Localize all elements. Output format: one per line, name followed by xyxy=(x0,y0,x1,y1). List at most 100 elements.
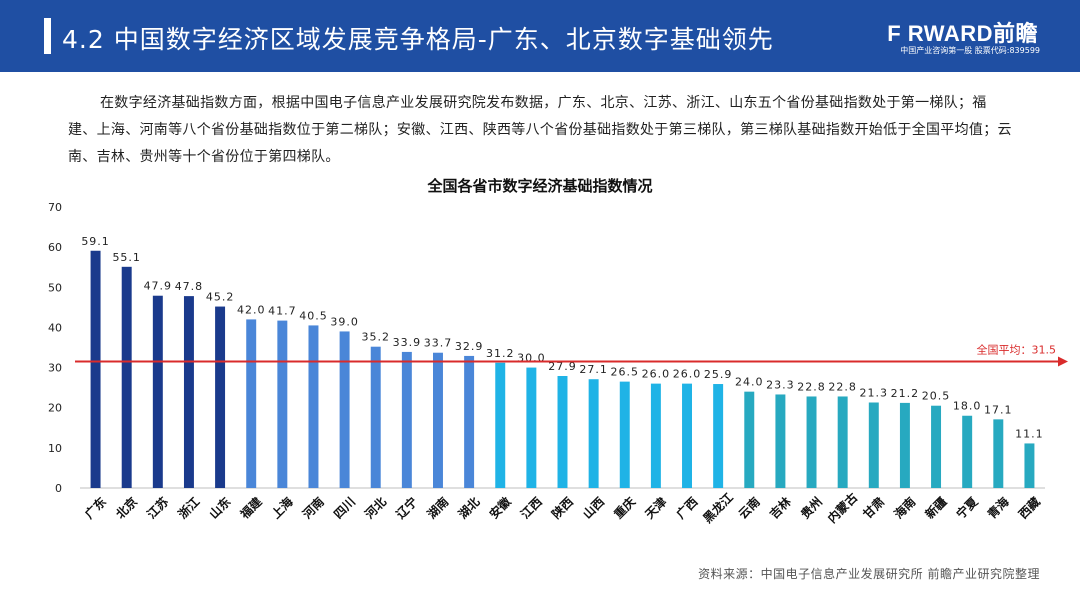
y-tick-label: 10 xyxy=(48,442,62,455)
page-title: 4.2 中国数字经济区域发展竞争格局-广东、北京数字基础领先 xyxy=(62,25,774,54)
x-tick-label: 天津 xyxy=(642,494,670,522)
bar xyxy=(246,319,257,488)
x-tick-label: 福建 xyxy=(236,493,265,522)
x-tick-label: 山西 xyxy=(579,494,607,522)
data-label: 20.5 xyxy=(922,390,951,403)
data-label: 24.0 xyxy=(735,376,764,389)
data-label: 59.1 xyxy=(81,235,110,248)
data-label: 39.0 xyxy=(330,315,359,328)
x-tick-label: 内蒙古 xyxy=(824,490,860,526)
data-label: 55.1 xyxy=(112,251,141,264)
data-label: 25.9 xyxy=(704,368,733,381)
bar xyxy=(277,320,288,488)
y-tick-label: 60 xyxy=(48,241,62,254)
bar xyxy=(650,383,661,488)
data-label: 40.5 xyxy=(299,309,328,322)
y-tick-label: 50 xyxy=(48,281,62,294)
x-tick-label: 江西 xyxy=(517,494,545,522)
bar xyxy=(557,376,568,488)
x-tick-label: 安徽 xyxy=(486,493,514,521)
data-label: 18.0 xyxy=(953,400,982,413)
x-tick-label: 新疆 xyxy=(922,494,950,522)
x-tick-label: 山东 xyxy=(206,494,234,522)
x-tick-label: 贵州 xyxy=(797,494,825,522)
data-label: 33.7 xyxy=(424,337,453,350)
bar xyxy=(775,394,786,488)
y-tick-label: 30 xyxy=(48,362,62,375)
x-tick-label: 广东 xyxy=(81,494,109,522)
data-label: 32.9 xyxy=(455,340,484,353)
data-label: 21.2 xyxy=(891,387,920,400)
bar xyxy=(899,402,910,488)
header-accent-bar xyxy=(44,18,51,54)
x-tick-label: 吉林 xyxy=(766,494,794,522)
bar xyxy=(90,250,101,488)
data-label: 27.1 xyxy=(579,363,608,376)
x-tick-label: 陕西 xyxy=(548,494,576,522)
x-tick-label: 青海 xyxy=(984,494,1012,522)
x-tick-label: 江苏 xyxy=(144,494,172,522)
average-label: 全国平均：31.5 xyxy=(977,343,1057,357)
bar xyxy=(433,352,443,488)
data-label: 26.0 xyxy=(673,368,702,381)
data-label: 31.2 xyxy=(486,347,515,360)
data-label: 26.5 xyxy=(611,366,640,379)
x-tick-label: 重庆 xyxy=(611,494,639,522)
x-tick-label: 河北 xyxy=(361,494,389,522)
average-arrow-icon xyxy=(1058,356,1068,367)
x-tick-label: 云南 xyxy=(735,494,763,522)
data-label: 27.9 xyxy=(548,360,577,373)
bar xyxy=(464,355,475,488)
bar xyxy=(682,383,692,488)
chart-title: 全国各省市数字经济基础指数情况 xyxy=(426,177,652,195)
y-tick-label: 0 xyxy=(55,482,62,495)
bar xyxy=(588,379,599,488)
intro-paragraph: 在数字经济基础指数方面，根据中国电子信息产业发展研究院发布数据，广东、北京、江苏… xyxy=(68,95,1012,165)
x-tick-label: 辽宁 xyxy=(393,494,421,522)
y-tick-label: 20 xyxy=(48,402,62,415)
bar xyxy=(993,419,1004,488)
bar xyxy=(215,306,226,488)
bar xyxy=(806,396,817,488)
bar xyxy=(619,381,630,488)
x-tick-label: 四川 xyxy=(331,495,358,522)
bar xyxy=(837,396,848,488)
data-label: 11.1 xyxy=(1015,427,1044,440)
data-label: 35.2 xyxy=(361,331,390,344)
bar xyxy=(370,346,381,488)
bar xyxy=(308,325,319,488)
bar xyxy=(339,331,350,488)
data-label: 21.3 xyxy=(860,386,889,399)
x-tick-label: 黑龙江 xyxy=(700,490,736,526)
bar xyxy=(401,351,412,488)
bar xyxy=(931,405,942,488)
data-label: 47.8 xyxy=(175,280,204,293)
data-label: 17.1 xyxy=(984,403,1013,416)
bar xyxy=(868,402,879,488)
bar xyxy=(713,384,724,488)
x-tick-label: 海南 xyxy=(891,494,919,522)
data-label: 42.0 xyxy=(237,303,266,316)
data-label: 45.2 xyxy=(206,291,235,304)
x-tick-label: 浙江 xyxy=(175,494,203,522)
data-label: 33.9 xyxy=(393,336,422,349)
data-label: 23.3 xyxy=(766,378,795,391)
bar xyxy=(962,415,973,488)
header-banner: 4.2 中国数字经济区域发展竞争格局-广东、北京数字基础领先 F RWARD前瞻… xyxy=(0,0,1080,72)
bar xyxy=(526,367,537,488)
x-tick-label: 西藏 xyxy=(1015,494,1043,522)
data-label: 30.0 xyxy=(517,352,546,365)
y-tick-label: 70 xyxy=(48,201,62,214)
x-tick-label: 北京 xyxy=(113,494,141,522)
data-label: 41.7 xyxy=(268,305,297,318)
x-tick-label: 广西 xyxy=(673,494,701,522)
bar xyxy=(1024,443,1035,488)
x-tick-label: 上海 xyxy=(268,494,296,522)
x-tick-label: 湖南 xyxy=(424,494,452,522)
x-tick-label: 甘肃 xyxy=(860,494,888,522)
x-tick-label: 宁夏 xyxy=(953,493,981,521)
x-tick-label: 湖北 xyxy=(455,494,483,522)
brand-subtitle: 中国产业咨询第一股 股票代码:839599 xyxy=(900,46,1040,55)
bar xyxy=(183,296,194,488)
